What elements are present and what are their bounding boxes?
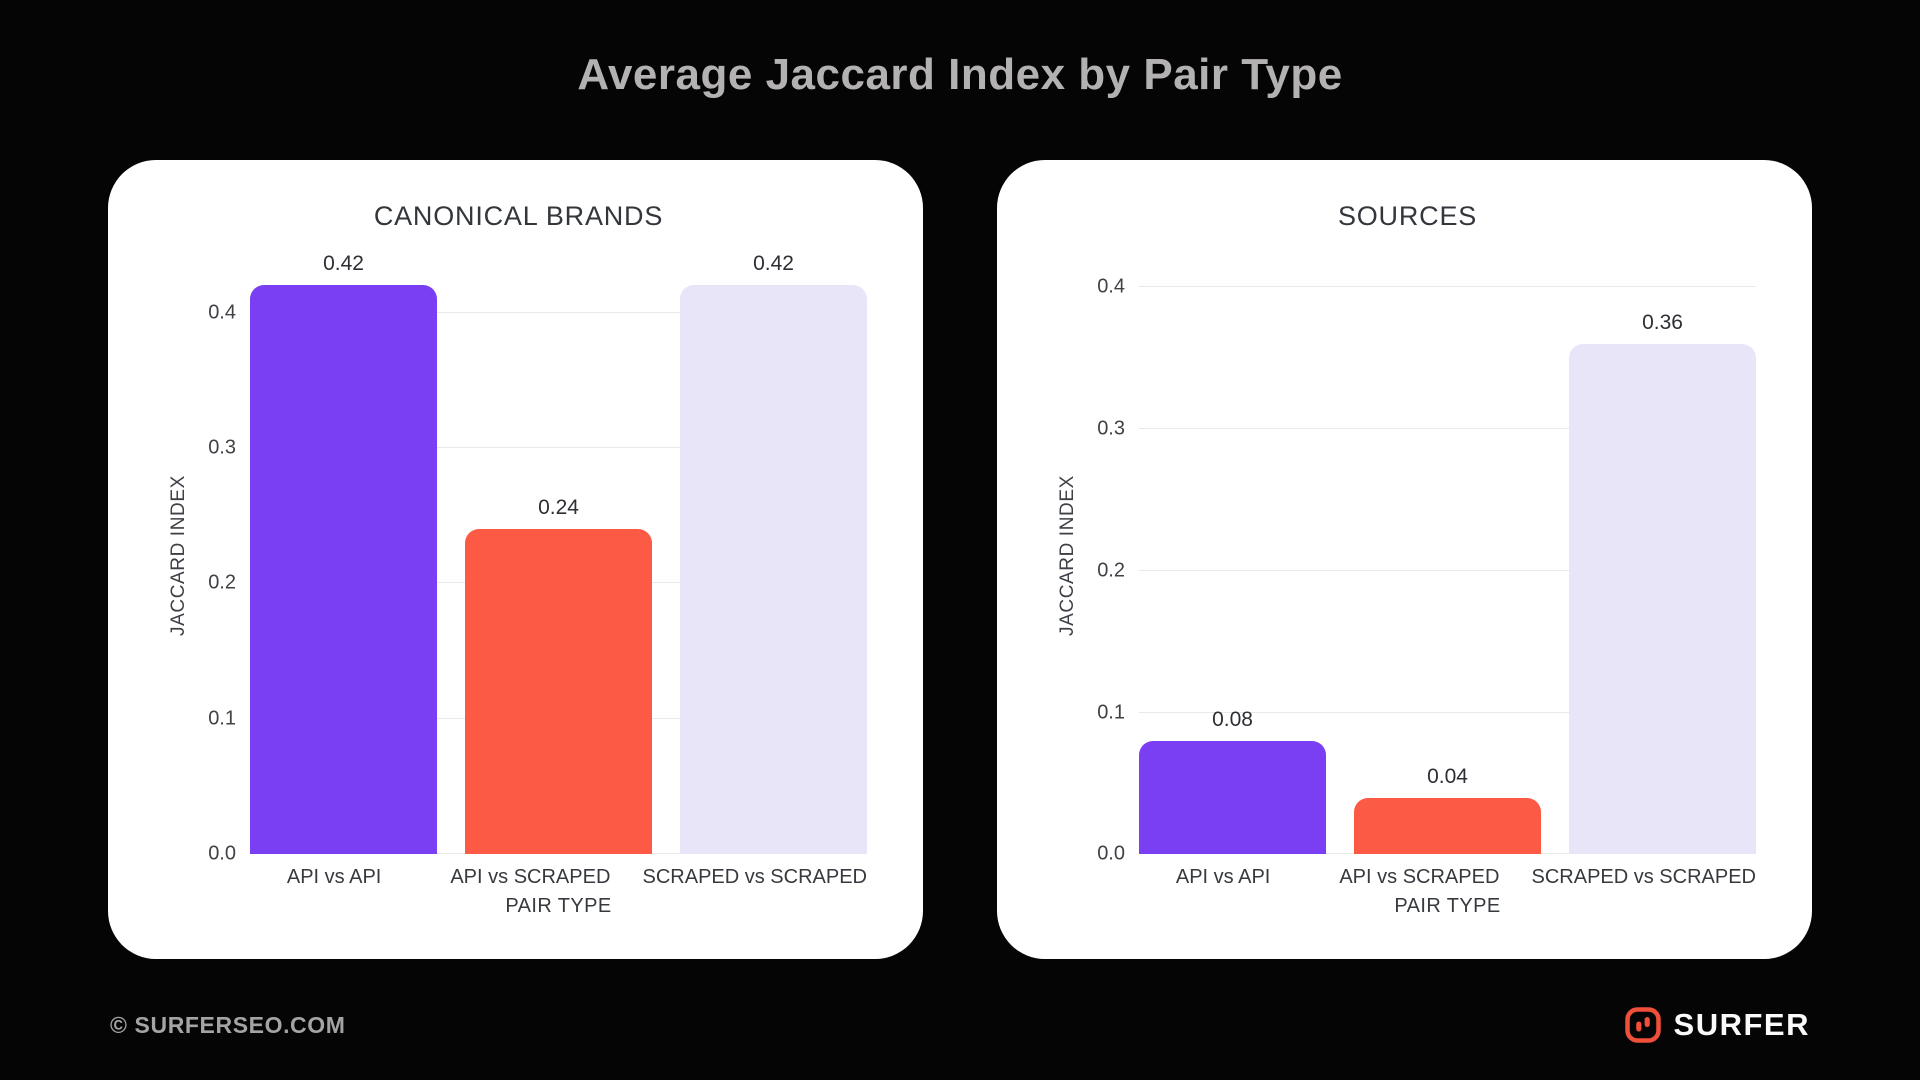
bar-column: 0.04 [1354, 258, 1541, 855]
x-tick-label: API vs API [286, 866, 382, 889]
y-tick-label: 0.4 [1097, 275, 1125, 298]
bar-value-label: 0.24 [538, 496, 579, 520]
bar-column: 0.24 [465, 258, 652, 855]
plot-area: 0.0 0.1 0.2 0.3 0.4 0.08 0.04 0.36 [1097, 258, 1756, 865]
gridline [250, 311, 867, 313]
bar-column: 0.42 [250, 252, 437, 855]
bar-value-label: 0.36 [1642, 310, 1683, 334]
x-tick-label: SCRAPED vs SCRAPED [642, 866, 868, 889]
plot-area: 0.0 0.1 0.2 0.3 0.4 0.42 0.24 0.42 [208, 252, 867, 865]
y-tick-label: 0.2 [208, 571, 236, 594]
x-axis-label: PAIR TYPE [505, 895, 612, 918]
bar-api-vs-scraped [1354, 797, 1541, 855]
bar-api-vs-scraped [465, 529, 652, 855]
surfer-logo-icon [1624, 1007, 1661, 1043]
bar-column: 0.36 [1569, 258, 1756, 855]
gridline [250, 447, 867, 449]
y-tick-label: 0.1 [1097, 701, 1125, 723]
chart-card-sources: SOURCES JACCARD INDEX 0.0 0.1 0.2 0.3 0.4 0.0… [997, 160, 1812, 959]
bar-api-vs-api [1139, 740, 1326, 855]
bar-value-label: 0.04 [1427, 764, 1468, 788]
bar-scraped-vs-scraped [1569, 343, 1756, 855]
y-tick-label: 0.0 [1097, 842, 1125, 865]
y-tick-label: 0.2 [1097, 559, 1125, 582]
gridline [1139, 427, 1756, 429]
gridline [1139, 285, 1756, 287]
x-axis-label: PAIR TYPE [1394, 895, 1501, 918]
x-tick-label: API vs SCRAPED [1339, 866, 1500, 889]
bars-group: 0.42 0.24 0.42 [250, 252, 867, 855]
bar-column: 0.08 [1139, 258, 1326, 855]
y-tick-label: 0.3 [1097, 417, 1125, 440]
y-tick-label: 0.3 [208, 436, 236, 459]
footer: © SURFERSEO.COM SURFER [110, 1006, 1810, 1044]
y-axis-label: JACCARD INDEX [168, 475, 189, 637]
bar-value-label: 0.08 [1212, 707, 1253, 731]
y-axis-label: JACCARD INDEX [1057, 475, 1078, 637]
bar-value-label: 0.42 [323, 252, 364, 276]
plot-wrap: 0.0 0.1 0.2 0.3 0.4 0.42 0.24 0.42 API vs API AP… [194, 252, 873, 918]
chart-title: SOURCES [1337, 201, 1478, 231]
surfer-wordmark: SURFER [1673, 1007, 1810, 1042]
chart-region: JACCARD INDEX 0.0 0.1 0.2 0.3 0.4 0.42 0.24 0.4… [164, 252, 873, 918]
bar-scraped-vs-scraped [680, 285, 867, 855]
bars-group: 0.08 0.04 0.36 [1139, 258, 1756, 855]
gridline [1139, 569, 1756, 571]
x-tick-label: API vs SCRAPED [450, 866, 611, 889]
charts-row: CANONICAL BRANDS JACCARD INDEX 0.0 0.1 0.2… [108, 160, 1812, 959]
chart-card-canonical-brands: CANONICAL BRANDS JACCARD INDEX 0.0 0.1 0.2… [108, 160, 923, 959]
y-tick-label: 0.1 [208, 707, 236, 730]
x-tick-row: API vs API API vs SCRAPED SCRAPED vs SCRAP… [1139, 866, 1756, 889]
x-tick-label: API vs API [1175, 866, 1271, 889]
plot-wrap: 0.0 0.1 0.2 0.3 0.4 0.08 0.04 0.36 API vs API AP… [1083, 258, 1762, 918]
copyright-text: © SURFERSEO.COM [110, 1011, 346, 1038]
gridline [1139, 711, 1756, 713]
y-tick-label: 0.4 [208, 301, 236, 324]
page-title: Average Jaccard Index by Pair Type [577, 50, 1343, 99]
bar-column: 0.42 [680, 252, 867, 855]
x-tick-row: API vs API API vs SCRAPED SCRAPED vs SCRAP… [250, 866, 867, 889]
bar-api-vs-api [250, 285, 437, 855]
surfer-logo: SURFER [1624, 1006, 1810, 1044]
y-tick-label: 0.0 [208, 842, 236, 865]
chart-title: CANONICAL BRANDS [373, 201, 664, 231]
x-tick-label: SCRAPED vs SCRAPED [1531, 866, 1757, 889]
bar-value-label: 0.42 [753, 252, 794, 276]
chart-region: JACCARD INDEX 0.0 0.1 0.2 0.3 0.4 0.08 0.04 0.3… [1053, 258, 1762, 918]
